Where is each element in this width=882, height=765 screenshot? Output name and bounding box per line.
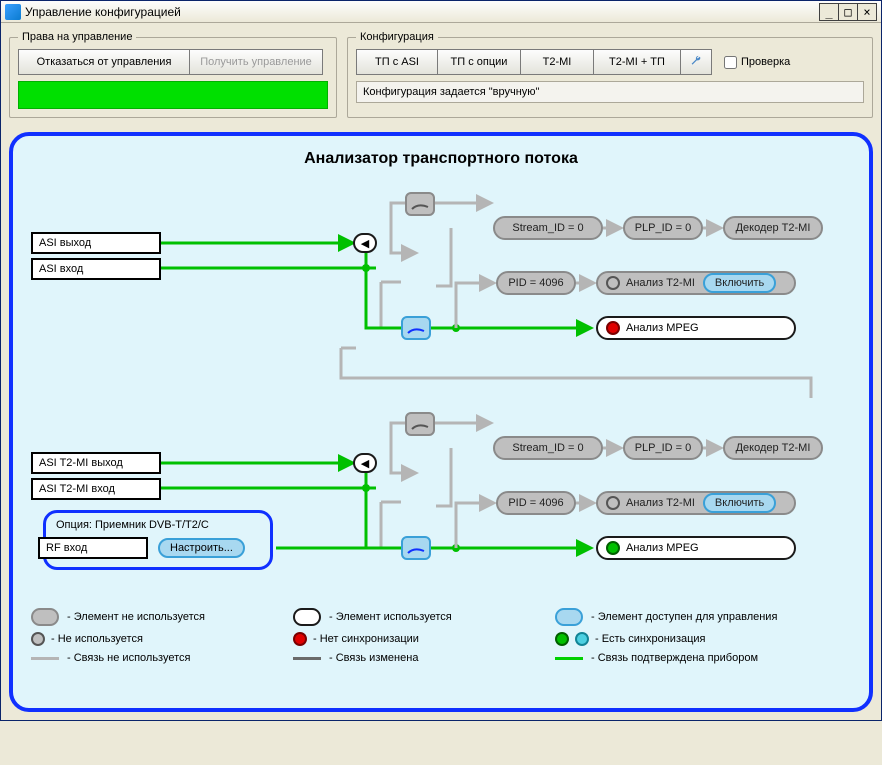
check-checkbox[interactable] <box>724 56 737 69</box>
b1-plp-id: PLP_ID = 0 <box>623 216 703 240</box>
switch-blue-2[interactable] <box>401 536 431 560</box>
b1-enable-button[interactable]: Включить <box>703 273 776 293</box>
b1-mpeg: Анализ MPEG <box>596 316 796 340</box>
b2-mpeg-status-icon <box>606 541 620 555</box>
output-tap-2[interactable]: ◀ <box>353 453 377 473</box>
config-legend: Конфигурация <box>356 31 438 43</box>
legend-no-sync: - Нет синхронизации <box>293 632 543 646</box>
b2-t2mi-label: Анализ Т2-MI <box>626 497 695 509</box>
config-group: Конфигурация ТП с ASI ТП с опции T2-MI T… <box>347 31 873 118</box>
diagram-title: Анализатор транспортного потока <box>31 150 851 168</box>
tune-button[interactable]: Настроить... <box>158 538 245 558</box>
check-label[interactable]: Проверка <box>720 53 790 72</box>
b1-t2mi-status-icon <box>606 276 620 290</box>
asi-t2mi-out-box: ASI T2-MI выход <box>31 452 161 474</box>
b2-enable-button[interactable]: Включить <box>703 493 776 513</box>
close-button[interactable]: × <box>857 3 877 21</box>
rf-in-box: RF вход <box>38 537 148 559</box>
analyzer-diagram: Анализатор транспортного потока <box>9 132 873 712</box>
asi-t2mi-in-box: ASI T2-MI вход <box>31 478 161 500</box>
window-controls: _ □ × <box>820 3 877 21</box>
acquire-control-button[interactable]: Получить управление <box>189 49 323 75</box>
tab-tp-option[interactable]: ТП с опции <box>437 49 521 75</box>
b2-t2mi: Анализ Т2-MI Включить <box>596 491 796 515</box>
release-control-button[interactable]: Отказаться от управления <box>18 49 190 75</box>
line-green-icon <box>555 657 583 660</box>
dot-gray-icon <box>31 632 45 646</box>
diagram-canvas: ASI выход ASI вход ASI T2-MI выход ASI T… <box>31 178 851 598</box>
client-area: Права на управление Отказаться от управл… <box>1 23 881 720</box>
swatch-white-icon <box>293 608 321 626</box>
titlebar: Управление конфигурацией _ □ × <box>1 1 881 23</box>
b2-pid: PID = 4096 <box>496 491 576 515</box>
b1-t2mi: Анализ Т2-MI Включить <box>596 271 796 295</box>
config-tabs: ТП с ASI ТП с опции T2-MI T2-MI + ТП <box>356 49 712 75</box>
swatch-blue-icon <box>555 608 583 626</box>
asi-out-box: ASI выход <box>31 232 161 254</box>
window-title: Управление конфигурацией <box>25 5 820 19</box>
rights-legend: Права на управление <box>18 31 136 43</box>
config-window: Управление конфигурацией _ □ × Права на … <box>0 0 882 721</box>
tab-t2mi[interactable]: T2-MI <box>520 49 594 75</box>
dot-cyan-icon <box>575 632 589 646</box>
option-receiver-label: Опция: Приемник DVB-T/T2/C <box>56 519 260 531</box>
output-tap-1[interactable]: ◀ <box>353 233 377 253</box>
switch-gray-1 <box>405 192 435 216</box>
legend-link-unused: - Связь не используется <box>31 652 281 664</box>
legend: - Элемент не используется - Элемент испо… <box>31 608 851 664</box>
config-settings-button[interactable] <box>680 49 712 75</box>
line-darkgray-icon <box>293 657 321 660</box>
b2-mpeg-label: Анализ MPEG <box>626 542 699 554</box>
status-bar-green <box>18 81 328 109</box>
asi-in-box: ASI вход <box>31 258 161 280</box>
b1-mpeg-label: Анализ MPEG <box>626 322 699 334</box>
b1-stream-id: Stream_ID = 0 <box>493 216 603 240</box>
legend-not-used: - Не используется <box>31 632 281 646</box>
b1-pid: PID = 4096 <box>496 271 576 295</box>
b1-t2mi-label: Анализ Т2-MI <box>626 277 695 289</box>
b2-t2mi-status-icon <box>606 496 620 510</box>
b2-plp-id: PLP_ID = 0 <box>623 436 703 460</box>
b1-mpeg-status-icon <box>606 321 620 335</box>
rights-group: Права на управление Отказаться от управл… <box>9 31 337 118</box>
minimize-button[interactable]: _ <box>819 3 839 21</box>
dot-green-icon <box>555 632 569 646</box>
switch-blue-1[interactable] <box>401 316 431 340</box>
legend-link-changed: - Связь изменена <box>293 652 543 664</box>
config-note: Конфигурация задается "вручную" <box>356 81 864 103</box>
legend-link-confirmed: - Связь подтверждена прибором <box>555 652 835 664</box>
switch-gray-2 <box>405 412 435 436</box>
tab-t2mi-tp[interactable]: T2-MI + ТП <box>593 49 681 75</box>
legend-el-used: - Элемент используется <box>293 608 543 626</box>
maximize-button[interactable]: □ <box>838 3 858 21</box>
legend-has-sync: - Есть синхронизация <box>555 632 805 646</box>
legend-el-control: - Элемент доступен для управления <box>555 608 835 626</box>
tab-tp-asi[interactable]: ТП с ASI <box>356 49 438 75</box>
app-icon <box>5 4 21 20</box>
wrench-icon <box>689 55 703 69</box>
legend-el-unused: - Элемент не используется <box>31 608 281 626</box>
swatch-gray-icon <box>31 608 59 626</box>
option-receiver: Опция: Приемник DVB-T/T2/C RF вход Настр… <box>43 510 273 570</box>
line-gray-icon <box>31 657 59 660</box>
b1-decoder: Декодер T2-MI <box>723 216 823 240</box>
b2-mpeg: Анализ MPEG <box>596 536 796 560</box>
b2-decoder: Декодер T2-MI <box>723 436 823 460</box>
b2-stream-id: Stream_ID = 0 <box>493 436 603 460</box>
dot-red-icon <box>293 632 307 646</box>
